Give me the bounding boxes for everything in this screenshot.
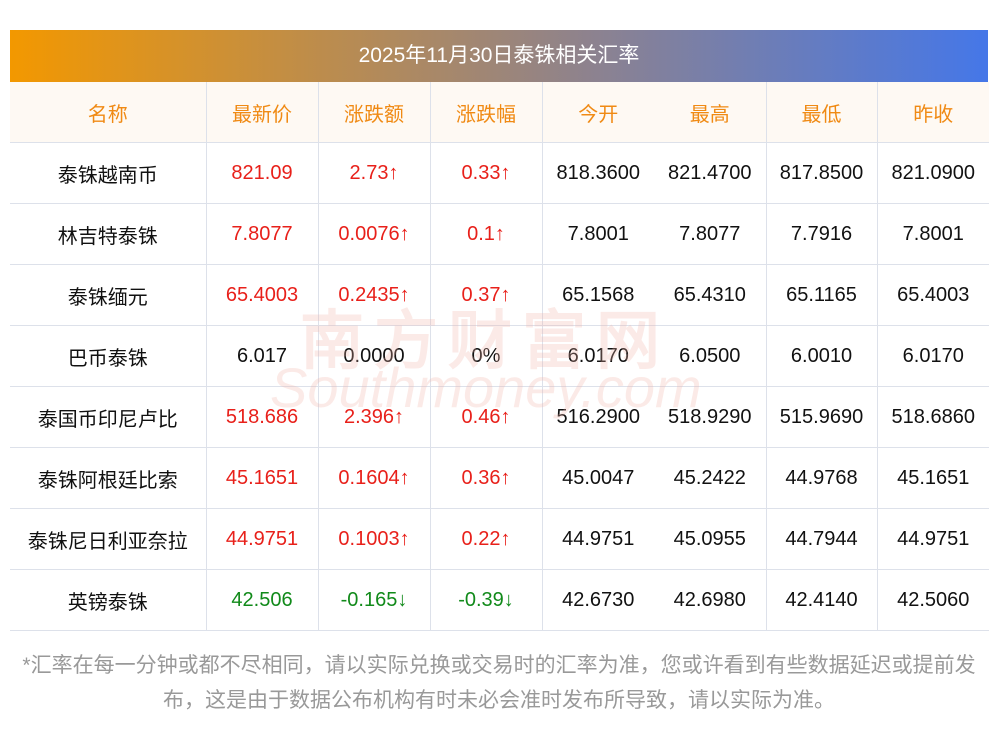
cell-pct: 0.46↑ [430,386,543,448]
cell-price: 42.506 [206,569,319,631]
cell-high: 518.9290 [654,386,767,448]
cell-low: 817.8500 [766,142,878,204]
table-row: 泰铢缅元 65.4003 0.2435↑ 0.37↑ 65.1568 65.4310 65.… [10,264,989,326]
cell-name: 泰国币印尼卢比 [10,386,207,448]
column-header: 最低 [766,82,878,143]
cell-open: 6.0170 [542,325,654,387]
cell-high: 65.4310 [654,264,767,326]
cell-price: 821.09 [206,142,319,204]
table-row: 泰铢越南币 821.09 2.73↑ 0.33↑ 818.3600 821.4700 817… [10,142,989,204]
exchange-rate-table: 名称 最新价 涨跌额 涨跌幅 今开 最高 最低 昨收 泰铢越南币 821.09 2.73↑ 0.33… [10,82,989,631]
cell-pct: 0% [430,325,543,387]
cell-name: 泰铢缅元 [10,264,207,326]
cell-name: 巴币泰铢 [10,325,207,387]
cell-price: 6.017 [206,325,319,387]
table-row: 泰铢阿根廷比索 45.1651 0.1604↑ 0.36↑ 45.0047 45.2422… [10,447,989,509]
table-row: 林吉特泰铢 7.8077 0.0076↑ 0.1↑ 7.8001 7.8077 7.7916… [10,203,989,265]
cell-prev: 518.6860 [877,386,989,448]
cell-prev: 65.4003 [877,264,989,326]
cell-prev: 821.0900 [877,142,989,204]
cell-name: 泰铢尼日利亚奈拉 [10,508,207,570]
cell-high: 45.0955 [654,508,767,570]
cell-prev: 7.8001 [877,203,989,265]
column-header: 昨收 [877,82,989,143]
cell-name: 英镑泰铢 [10,569,207,631]
cell-high: 7.8077 [654,203,767,265]
cell-open: 7.8001 [542,203,654,265]
cell-pct: 0.36↑ [430,447,543,509]
cell-chg: 0.2435↑ [318,264,431,326]
cell-pct: -0.39↓ [430,569,543,631]
cell-name: 泰铢越南币 [10,142,207,204]
column-header: 名称 [10,82,207,143]
table-row: 泰国币印尼卢比 518.686 2.396↑ 0.46↑ 516.2900 518.929… [10,386,989,448]
cell-low: 6.0010 [766,325,878,387]
cell-low: 44.7944 [766,508,878,570]
cell-chg: -0.165↓ [318,569,431,631]
cell-open: 818.3600 [542,142,654,204]
cell-high: 6.0500 [654,325,767,387]
table-row: 巴币泰铢 6.017 0.0000 0% 6.0170 6.0500 6.0010 6.017… [10,325,989,387]
cell-open: 45.0047 [542,447,654,509]
cell-high: 42.6980 [654,569,767,631]
cell-low: 7.7916 [766,203,878,265]
cell-pct: 0.1↑ [430,203,543,265]
column-header: 涨跌幅 [430,82,543,143]
table-row: 泰铢尼日利亚奈拉 44.9751 0.1003↑ 0.22↑ 44.9751 45.095… [10,508,989,570]
cell-price: 7.8077 [206,203,319,265]
cell-pct: 0.22↑ [430,508,543,570]
cell-prev: 44.9751 [877,508,989,570]
cell-low: 65.1165 [766,264,878,326]
cell-price: 44.9751 [206,508,319,570]
cell-price: 65.4003 [206,264,319,326]
page-title: 2025年11月30日泰铢相关汇率 [10,30,988,82]
cell-price: 518.686 [206,386,319,448]
disclaimer-note: *汇率在每一分钟或都不尽相同，请以实际兑换或交易时的汇率为准，您或许看到有些数据… [22,654,976,712]
cell-low: 42.4140 [766,569,878,631]
cell-prev: 6.0170 [877,325,989,387]
cell-name: 林吉特泰铢 [10,203,207,265]
cell-open: 516.2900 [542,386,654,448]
cell-high: 821.4700 [654,142,767,204]
column-header: 最新价 [206,82,319,143]
table-row: 英镑泰铢 42.506 -0.165↓ -0.39↓ 42.6730 42.6980 42.… [10,569,989,631]
cell-chg: 0.1604↑ [318,447,431,509]
cell-chg: 0.0076↑ [318,203,431,265]
cell-open: 42.6730 [542,569,654,631]
cell-pct: 0.33↑ [430,142,543,204]
column-header: 涨跌额 [318,82,431,143]
column-header: 今开 [542,82,654,143]
cell-price: 45.1651 [206,447,319,509]
cell-prev: 42.5060 [877,569,989,631]
cell-low: 515.9690 [766,386,878,448]
cell-open: 65.1568 [542,264,654,326]
cell-pct: 0.37↑ [430,264,543,326]
cell-chg: 2.396↑ [318,386,431,448]
cell-name: 泰铢阿根廷比索 [10,447,207,509]
column-header: 最高 [654,82,767,143]
cell-chg: 0.0000 [318,325,431,387]
cell-low: 44.9768 [766,447,878,509]
table-header: 名称 最新价 涨跌额 涨跌幅 今开 最高 最低 昨收 [10,82,989,143]
cell-open: 44.9751 [542,508,654,570]
cell-chg: 2.73↑ [318,142,431,204]
cell-chg: 0.1003↑ [318,508,431,570]
cell-prev: 45.1651 [877,447,989,509]
cell-high: 45.2422 [654,447,767,509]
